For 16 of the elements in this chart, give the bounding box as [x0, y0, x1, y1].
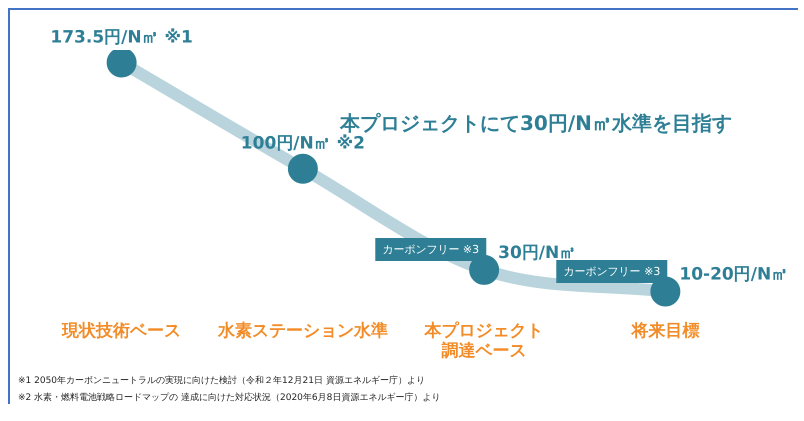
x-tick-label: 将来目標 — [630, 320, 700, 341]
point — [469, 254, 500, 285]
point — [288, 154, 318, 184]
point — [650, 276, 680, 307]
data-label: 10-20円/N㎥ — [679, 264, 788, 284]
data-label: 30円/N㎥ — [498, 242, 576, 263]
annotation: カーボンフリー ※3 — [375, 238, 486, 261]
text: ※2 水素・燃料電池戦略ロードマップの 達成に向けた対応状況（2020年6月8日資源エネルギー庁）より — [18, 391, 442, 404]
text: 本プロジェクトにて30円/N㎥水準を目指す — [340, 110, 732, 135]
x-tick-label: 本プロジェクト調達ベース — [424, 320, 544, 362]
annotation: カーボンフリー ※3 — [564, 264, 660, 278]
data-label: 100円/N㎥ ※2 — [240, 134, 365, 154]
text: ※1 2050年カーボンニュートラルの実現に向けた検討（令和２年12月21日 資源エネルギー庁）より — [18, 374, 426, 387]
data-label: 173.5円/N㎥ ※1 — [50, 27, 193, 48]
x-tick-label: 水素ステーション水準 — [216, 320, 388, 341]
x-tick-label: 現状技術ベース — [61, 320, 182, 341]
